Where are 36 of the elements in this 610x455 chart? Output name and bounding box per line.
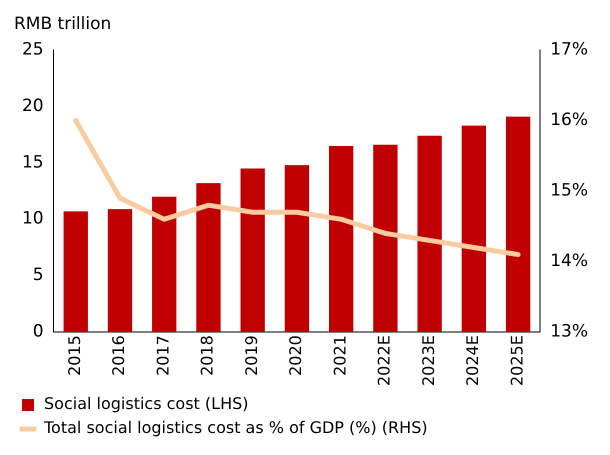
bar	[373, 144, 398, 332]
bar	[108, 209, 132, 332]
x-tick-label: 2018	[198, 335, 217, 376]
legend-label: Total social logistics cost as % of GDP (%) (RHS)	[43, 418, 428, 438]
x-tick-label: 2017	[153, 335, 172, 376]
x-tick-label: 2023E	[418, 335, 438, 386]
y-tick-label: 10	[22, 208, 44, 229]
x-tick-label: 2021	[330, 335, 350, 376]
y-axis-title: RMB trillion	[14, 14, 112, 34]
y-tick-label: 15	[22, 152, 44, 172]
x-tick-label: 2016	[109, 335, 128, 376]
bar	[328, 146, 354, 332]
y2-tick-label: 15%	[550, 180, 588, 201]
bar	[152, 196, 176, 332]
x-tick-label: 2019	[242, 335, 261, 376]
x-tick-label: 2024E	[463, 335, 482, 386]
bar	[196, 183, 221, 332]
y2-tick-label: 14%	[550, 251, 588, 272]
x-tick-label: 2025E	[507, 335, 526, 386]
bar	[417, 136, 442, 332]
legend-label: Social logistics cost (LHS)	[44, 394, 248, 414]
y-tick-label: 20	[22, 96, 44, 116]
x-tick-label: 2022E	[374, 335, 394, 386]
x-tick-label: 2020	[286, 335, 306, 376]
x-tick-label: 2015	[64, 335, 84, 376]
bar	[506, 116, 530, 332]
bar	[284, 165, 310, 332]
y2-tick-label: 13%	[550, 322, 588, 342]
bar	[64, 211, 88, 332]
y-tick-label: 25	[22, 39, 44, 60]
bar	[240, 168, 265, 332]
y-tick-label: 5	[32, 265, 44, 286]
bar	[462, 126, 486, 332]
y-tick-label: 0	[32, 322, 44, 342]
y2-tick-label: 16%	[550, 110, 588, 130]
y2-tick-label: 17%	[550, 39, 588, 60]
